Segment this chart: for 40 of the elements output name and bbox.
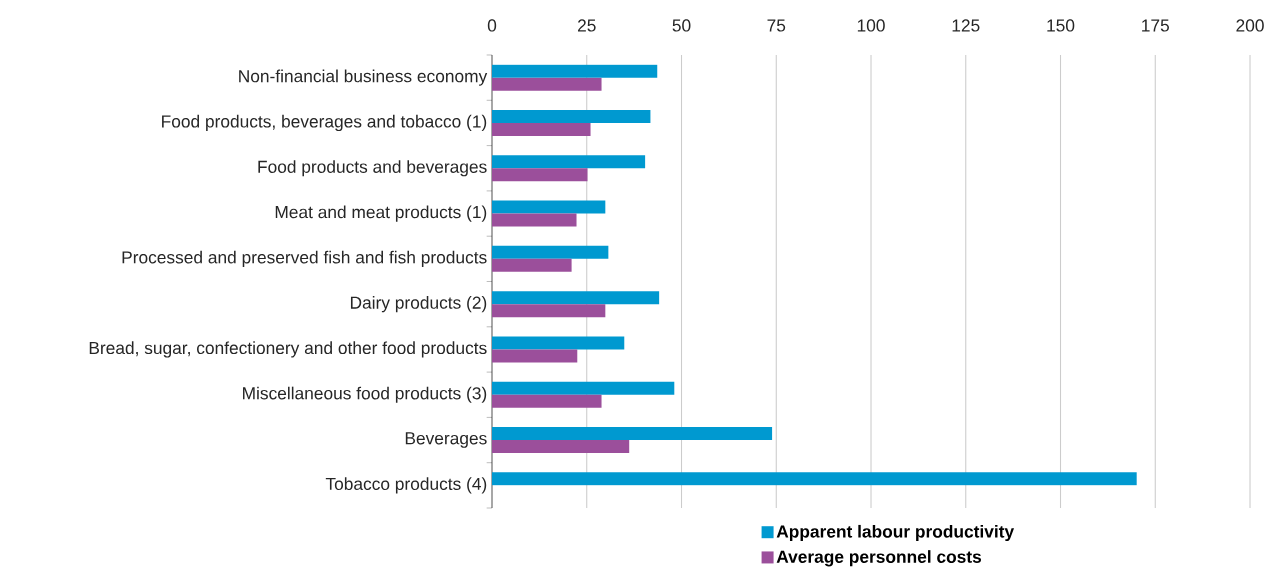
y-tick-label: Food products and beverages bbox=[258, 160, 487, 177]
x-tick-label: 0 bbox=[487, 19, 497, 32]
y-tick-label: Food products, beverages and tobacco (1) bbox=[162, 114, 487, 132]
bar bbox=[492, 200, 606, 214]
x-tick-label: 200 bbox=[1236, 19, 1264, 32]
bar bbox=[492, 427, 773, 441]
bar bbox=[492, 394, 602, 408]
x-tick-label: 75 bbox=[767, 19, 786, 32]
y-tick-label: Beverages bbox=[405, 432, 487, 448]
x-tick-label: 100 bbox=[857, 19, 885, 32]
x-tick-label: 25 bbox=[577, 19, 596, 32]
x-tick-label: 150 bbox=[1047, 19, 1075, 32]
bar bbox=[492, 64, 658, 78]
bar bbox=[492, 245, 609, 259]
y-tick-label: Tobacco products (4) bbox=[325, 477, 487, 494]
y-tick-label: Processed and preserved fish and fish products bbox=[122, 250, 487, 267]
y-tick-label: Bread, sugar, confectionery and other food products bbox=[89, 341, 487, 358]
x-tick-label: 125 bbox=[952, 19, 980, 32]
bar bbox=[492, 155, 646, 169]
bar bbox=[492, 291, 660, 305]
x-tick-label: 175 bbox=[1142, 19, 1169, 32]
bar bbox=[492, 77, 602, 91]
bar bbox=[492, 304, 606, 318]
legend-label: Apparent labour productivity bbox=[776, 524, 1015, 542]
bar bbox=[492, 440, 630, 454]
bar bbox=[492, 349, 578, 363]
bar bbox=[492, 336, 625, 350]
bar bbox=[492, 122, 591, 136]
y-tick-label: Meat and meat products (1) bbox=[275, 205, 487, 222]
bar bbox=[492, 381, 675, 395]
bar bbox=[492, 213, 577, 227]
bar bbox=[492, 109, 651, 123]
bar bbox=[492, 168, 588, 182]
legend-label: Average personnel costs bbox=[776, 550, 982, 567]
y-tick-label: Miscellaneous food products (3) bbox=[243, 386, 487, 403]
y-tick-label: Non-financial business economy bbox=[239, 69, 488, 86]
bar bbox=[492, 258, 572, 272]
x-tick-label: 50 bbox=[672, 19, 691, 32]
bar bbox=[492, 472, 1137, 486]
y-tick-label: Dairy products (2) bbox=[350, 296, 487, 313]
